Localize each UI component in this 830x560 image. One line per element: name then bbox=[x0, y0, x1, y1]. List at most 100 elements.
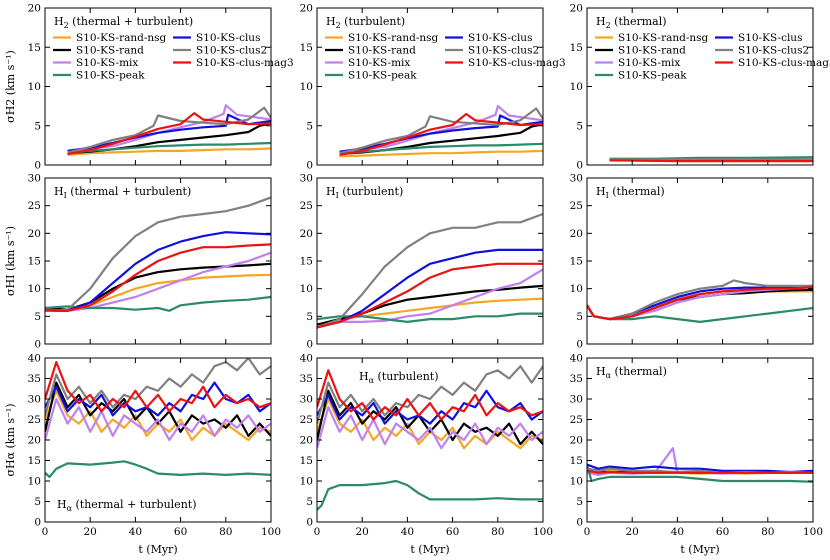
panel-1-2-ytick-label: 5 bbox=[576, 311, 583, 323]
panel-1-2-ytick-label: 25 bbox=[570, 200, 583, 212]
panel-1-1-series-s10-ks-clus-mag3 bbox=[317, 262, 543, 329]
panel-0-2-legend-label-s10-ks-clus2: S10-KS-clus2 bbox=[738, 45, 809, 57]
panel-0-2-ytick-label: 20 bbox=[570, 3, 583, 15]
panel-1-1-ytick-label: 15 bbox=[300, 256, 313, 268]
panel-0-2-ytick-label: 10 bbox=[570, 81, 583, 93]
panel-1-2-ytick-label: 30 bbox=[570, 173, 583, 185]
panel-2-1-xtick-label: 100 bbox=[533, 526, 553, 538]
panel-2-1-series-s10-ks-clus-mag3 bbox=[317, 369, 543, 421]
panel-0-0-legend-label-s10-ks-rand-nsg: S10-KS-rand-nsg bbox=[76, 32, 167, 44]
panel-2-1-xtick-label: 40 bbox=[401, 526, 414, 538]
panel-0-0-series-s10-ks-rand-nsg bbox=[67, 147, 271, 156]
panel-0-0-series-s10-ks-clus-mag3 bbox=[67, 112, 271, 156]
panel-0-1-ytick-label: 15 bbox=[300, 42, 313, 54]
panel-2-2-xtick-label: 40 bbox=[671, 526, 684, 538]
panel-0-1-series-s10-ks-mix bbox=[339, 105, 543, 153]
panel-2-0-title: Hα (thermal + turbulent) bbox=[57, 498, 197, 513]
panel-0-0-legend-label-s10-ks-rand: S10-KS-rand bbox=[76, 45, 144, 57]
panel-2-0-series-s10-ks-clus2 bbox=[45, 358, 271, 416]
panel-2-2-ytick-label: 15 bbox=[570, 455, 583, 467]
panel-2-1-ytick-label: 10 bbox=[300, 476, 313, 488]
panel-2-0-series-s10-ks-peak bbox=[45, 460, 271, 478]
panel-1-2-series-s10-ks-clus-mag3 bbox=[587, 285, 813, 321]
panel-1-2-ytick-label: 0 bbox=[576, 339, 583, 351]
panel-1-1-title: HI (turbulent) bbox=[326, 185, 403, 200]
panel-0-1-series-s10-ks-clus2 bbox=[339, 107, 543, 155]
panel-2-1-ytick-label: 5 bbox=[306, 496, 313, 508]
panel-2-1-series-s10-ks-clus2 bbox=[317, 365, 543, 424]
panel-1-0-series-s10-ks-rand-nsg bbox=[45, 273, 271, 311]
panel-0-0-legend-label-s10-ks-mix: S10-KS-mix bbox=[76, 57, 138, 69]
panel-1-1-series-s10-ks-clus2 bbox=[317, 212, 543, 329]
panel-2-1-series-s10-ks-mix bbox=[317, 406, 543, 450]
panel-2-1-ytick-label: 35 bbox=[300, 373, 313, 385]
panel-1-0-series-s10-ks-clus bbox=[45, 231, 271, 312]
panel-0-1-series-s10-ks-rand-nsg bbox=[339, 149, 543, 158]
panel-2-1-ytick-label: 25 bbox=[300, 414, 313, 426]
xlabel-col-0: t (Myr) bbox=[138, 543, 177, 556]
panel-0-2-legend-label-s10-ks-rand: S10-KS-rand bbox=[618, 45, 686, 57]
panel-2-0-ytick-label: 25 bbox=[28, 414, 41, 426]
panel-1-1-series-s10-ks-mix bbox=[317, 268, 543, 329]
panel-0-0-legend-label-s10-ks-clus: S10-KS-clus bbox=[196, 32, 260, 44]
panel-0-1-ytick-label: 20 bbox=[300, 3, 313, 15]
panel-2-0-xtick-label: 0 bbox=[42, 526, 49, 538]
panel-0-0-ytick-label: 5 bbox=[34, 120, 41, 132]
panel-0-1-series-s10-ks-clus bbox=[339, 114, 543, 153]
panel-0-1-ytick-label: 10 bbox=[300, 81, 313, 93]
panel-0-2-ytick-label: 5 bbox=[576, 120, 583, 132]
panel-1-1-series-s10-ks-rand-nsg bbox=[317, 297, 543, 326]
panel-2-0-series-s10-ks-clus-mag3 bbox=[45, 361, 271, 413]
ylabel-row-2: σHα (km s⁻¹) bbox=[4, 403, 17, 476]
panel-0-0-ytick-label: 15 bbox=[28, 42, 41, 54]
panel-0-1-legend-label-s10-ks-clus-mag3: S10-KS-clus-mag3 bbox=[468, 57, 566, 69]
panel-2-1-series-s10-ks-peak bbox=[317, 479, 543, 511]
panel-2-0-xtick-label: 40 bbox=[129, 526, 142, 538]
panel-0-0-legend-label-s10-ks-clus-mag3: S10-KS-clus-mag3 bbox=[196, 57, 294, 69]
panel-1-1-ytick-label: 25 bbox=[300, 200, 313, 212]
panel-0-1-legend-label-s10-ks-rand: S10-KS-rand bbox=[348, 45, 416, 57]
panel-2-1-ytick-label: 0 bbox=[306, 517, 313, 529]
panel-1-0-ytick-label: 5 bbox=[34, 311, 41, 323]
panel-2-0-xtick-label: 20 bbox=[84, 526, 97, 538]
xlabel-col-1: t (Myr) bbox=[410, 543, 449, 556]
panel-1-1-ytick-label: 20 bbox=[300, 228, 313, 240]
xlabel-col-2: t (Myr) bbox=[680, 543, 719, 556]
panel-1-0-series-s10-ks-rand bbox=[45, 262, 271, 311]
panel-2-0-ytick-label: 20 bbox=[28, 435, 41, 447]
panel-0-0-legend-label-s10-ks-peak: S10-KS-peak bbox=[76, 70, 145, 82]
panel-0-1-legend-label-s10-ks-rand-nsg: S10-KS-rand-nsg bbox=[348, 32, 439, 44]
panel-1-2-ytick-label: 10 bbox=[570, 283, 583, 295]
panel-2-2-ytick-label: 20 bbox=[570, 435, 583, 447]
panel-0-1-series-s10-ks-clus-mag3 bbox=[339, 112, 543, 156]
panel-1-0-ytick-label: 0 bbox=[34, 339, 41, 351]
panel-1-0-ytick-label: 15 bbox=[28, 256, 41, 268]
panel-2-0-ytick-label: 0 bbox=[34, 517, 41, 529]
panel-0-1-ytick-label: 0 bbox=[306, 160, 313, 172]
panel-1-0-series-s10-ks-peak bbox=[45, 295, 271, 312]
panel-1-1-ytick-label: 30 bbox=[300, 173, 313, 185]
ylabel-row-0: σH2 (km s⁻¹) bbox=[4, 50, 17, 123]
panel-2-1-title: Hα (turbulent) bbox=[359, 370, 439, 385]
panel-2-2-xtick-label: 20 bbox=[626, 526, 639, 538]
panel-0-2-legend-label-s10-ks-peak: S10-KS-peak bbox=[618, 70, 687, 82]
panel-0-1-legend-label-s10-ks-clus: S10-KS-clus bbox=[468, 32, 532, 44]
panel-2-1-xtick-label: 80 bbox=[491, 526, 504, 538]
panel-1-0-ytick-label: 30 bbox=[28, 173, 41, 185]
panel-0-1-legend-label-s10-ks-clus2: S10-KS-clus2 bbox=[468, 45, 539, 57]
panel-2-2-ytick-label: 40 bbox=[570, 353, 583, 365]
panel-0-1-legend-label-s10-ks-mix: S10-KS-mix bbox=[348, 57, 410, 69]
panel-2-2-title: Hα (thermal) bbox=[596, 365, 667, 380]
panel-2-0-xtick-label: 60 bbox=[174, 526, 187, 538]
panel-2-0-xtick-label: 100 bbox=[261, 526, 281, 538]
panel-2-1-xtick-label: 0 bbox=[314, 526, 321, 538]
panel-2-2-xtick-label: 80 bbox=[761, 526, 774, 538]
panel-0-0-ytick-label: 0 bbox=[34, 160, 41, 172]
panel-0-1-series-s10-ks-peak bbox=[339, 142, 543, 156]
panel-0-0-series-s10-ks-peak bbox=[67, 141, 271, 155]
panel-1-2-ytick-label: 15 bbox=[570, 256, 583, 268]
panel-0-2-title: H2 (thermal) bbox=[596, 15, 667, 30]
panel-2-2-ytick-label: 35 bbox=[570, 373, 583, 385]
panel-2-0-series-s10-ks-mix bbox=[45, 397, 271, 442]
